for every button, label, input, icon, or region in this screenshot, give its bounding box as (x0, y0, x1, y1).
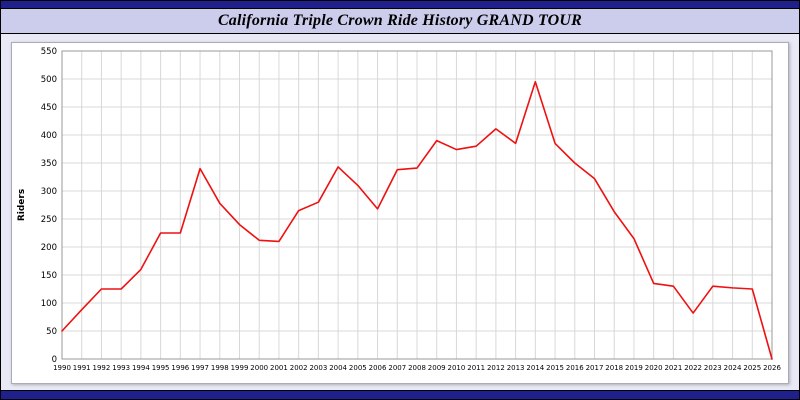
svg-text:1995: 1995 (152, 364, 170, 372)
svg-text:450: 450 (41, 103, 57, 113)
svg-text:1993: 1993 (112, 364, 130, 372)
svg-text:2007: 2007 (388, 364, 406, 372)
svg-text:2025: 2025 (743, 364, 761, 372)
svg-text:2005: 2005 (349, 364, 367, 372)
svg-text:2002: 2002 (290, 364, 308, 372)
svg-text:200: 200 (41, 243, 57, 253)
page-title: California Triple Crown Ride History GRA… (217, 12, 583, 29)
svg-text:2024: 2024 (724, 364, 742, 372)
chart-svg: 1990 1991 1992 1993 1994 1995 1996 1997 1998 1999… (17, 47, 781, 372)
svg-text:250: 250 (41, 215, 57, 225)
svg-text:500: 500 (41, 75, 57, 85)
bottom-navy-strip (1, 390, 799, 399)
chart-panel: 1990 1991 1992 1993 1994 1995 1996 1997 1998 1999… (11, 42, 789, 384)
svg-text:2021: 2021 (664, 364, 682, 372)
svg-text:2023: 2023 (704, 364, 722, 372)
svg-text:300: 300 (41, 187, 57, 197)
svg-text:150: 150 (41, 271, 57, 281)
svg-text:1994: 1994 (132, 364, 150, 372)
svg-text:2019: 2019 (625, 364, 643, 372)
svg-text:Riders: Riders (17, 189, 27, 221)
svg-text:2016: 2016 (566, 364, 584, 372)
svg-text:350: 350 (41, 159, 57, 169)
svg-text:2020: 2020 (645, 364, 663, 372)
svg-text:2015: 2015 (546, 364, 564, 372)
svg-text:400: 400 (41, 131, 57, 141)
svg-text:100: 100 (41, 299, 57, 309)
svg-text:2003: 2003 (309, 364, 327, 372)
svg-text:2013: 2013 (507, 364, 525, 372)
svg-text:2008: 2008 (408, 364, 426, 372)
svg-text:0: 0 (52, 355, 57, 365)
svg-text:2022: 2022 (684, 364, 702, 372)
svg-text:2012: 2012 (487, 364, 505, 372)
svg-text:2018: 2018 (605, 364, 623, 372)
svg-text:2017: 2017 (586, 364, 604, 372)
content-area: 1990 1991 1992 1993 1994 1995 1996 1997 1998 1999… (1, 34, 799, 390)
svg-text:550: 550 (41, 47, 57, 57)
top-navy-strip (1, 1, 799, 9)
svg-text:1996: 1996 (171, 364, 189, 372)
svg-text:2011: 2011 (467, 364, 485, 372)
title-bar: California Triple Crown Ride History GRA… (1, 9, 799, 34)
svg-text:1997: 1997 (191, 364, 209, 372)
svg-text:2010: 2010 (448, 364, 466, 372)
svg-text:2014: 2014 (526, 364, 544, 372)
svg-text:2009: 2009 (428, 364, 446, 372)
svg-text:2004: 2004 (329, 364, 347, 372)
svg-text:2006: 2006 (369, 364, 387, 372)
svg-text:1992: 1992 (93, 364, 111, 372)
svg-text:2000: 2000 (250, 364, 268, 372)
svg-text:2001: 2001 (270, 364, 288, 372)
svg-text:1999: 1999 (231, 364, 249, 372)
svg-text:1998: 1998 (211, 364, 229, 372)
svg-text:1991: 1991 (73, 364, 91, 372)
svg-text:50: 50 (46, 327, 57, 337)
svg-text:2026: 2026 (763, 364, 781, 372)
svg-text:1990: 1990 (53, 364, 71, 372)
